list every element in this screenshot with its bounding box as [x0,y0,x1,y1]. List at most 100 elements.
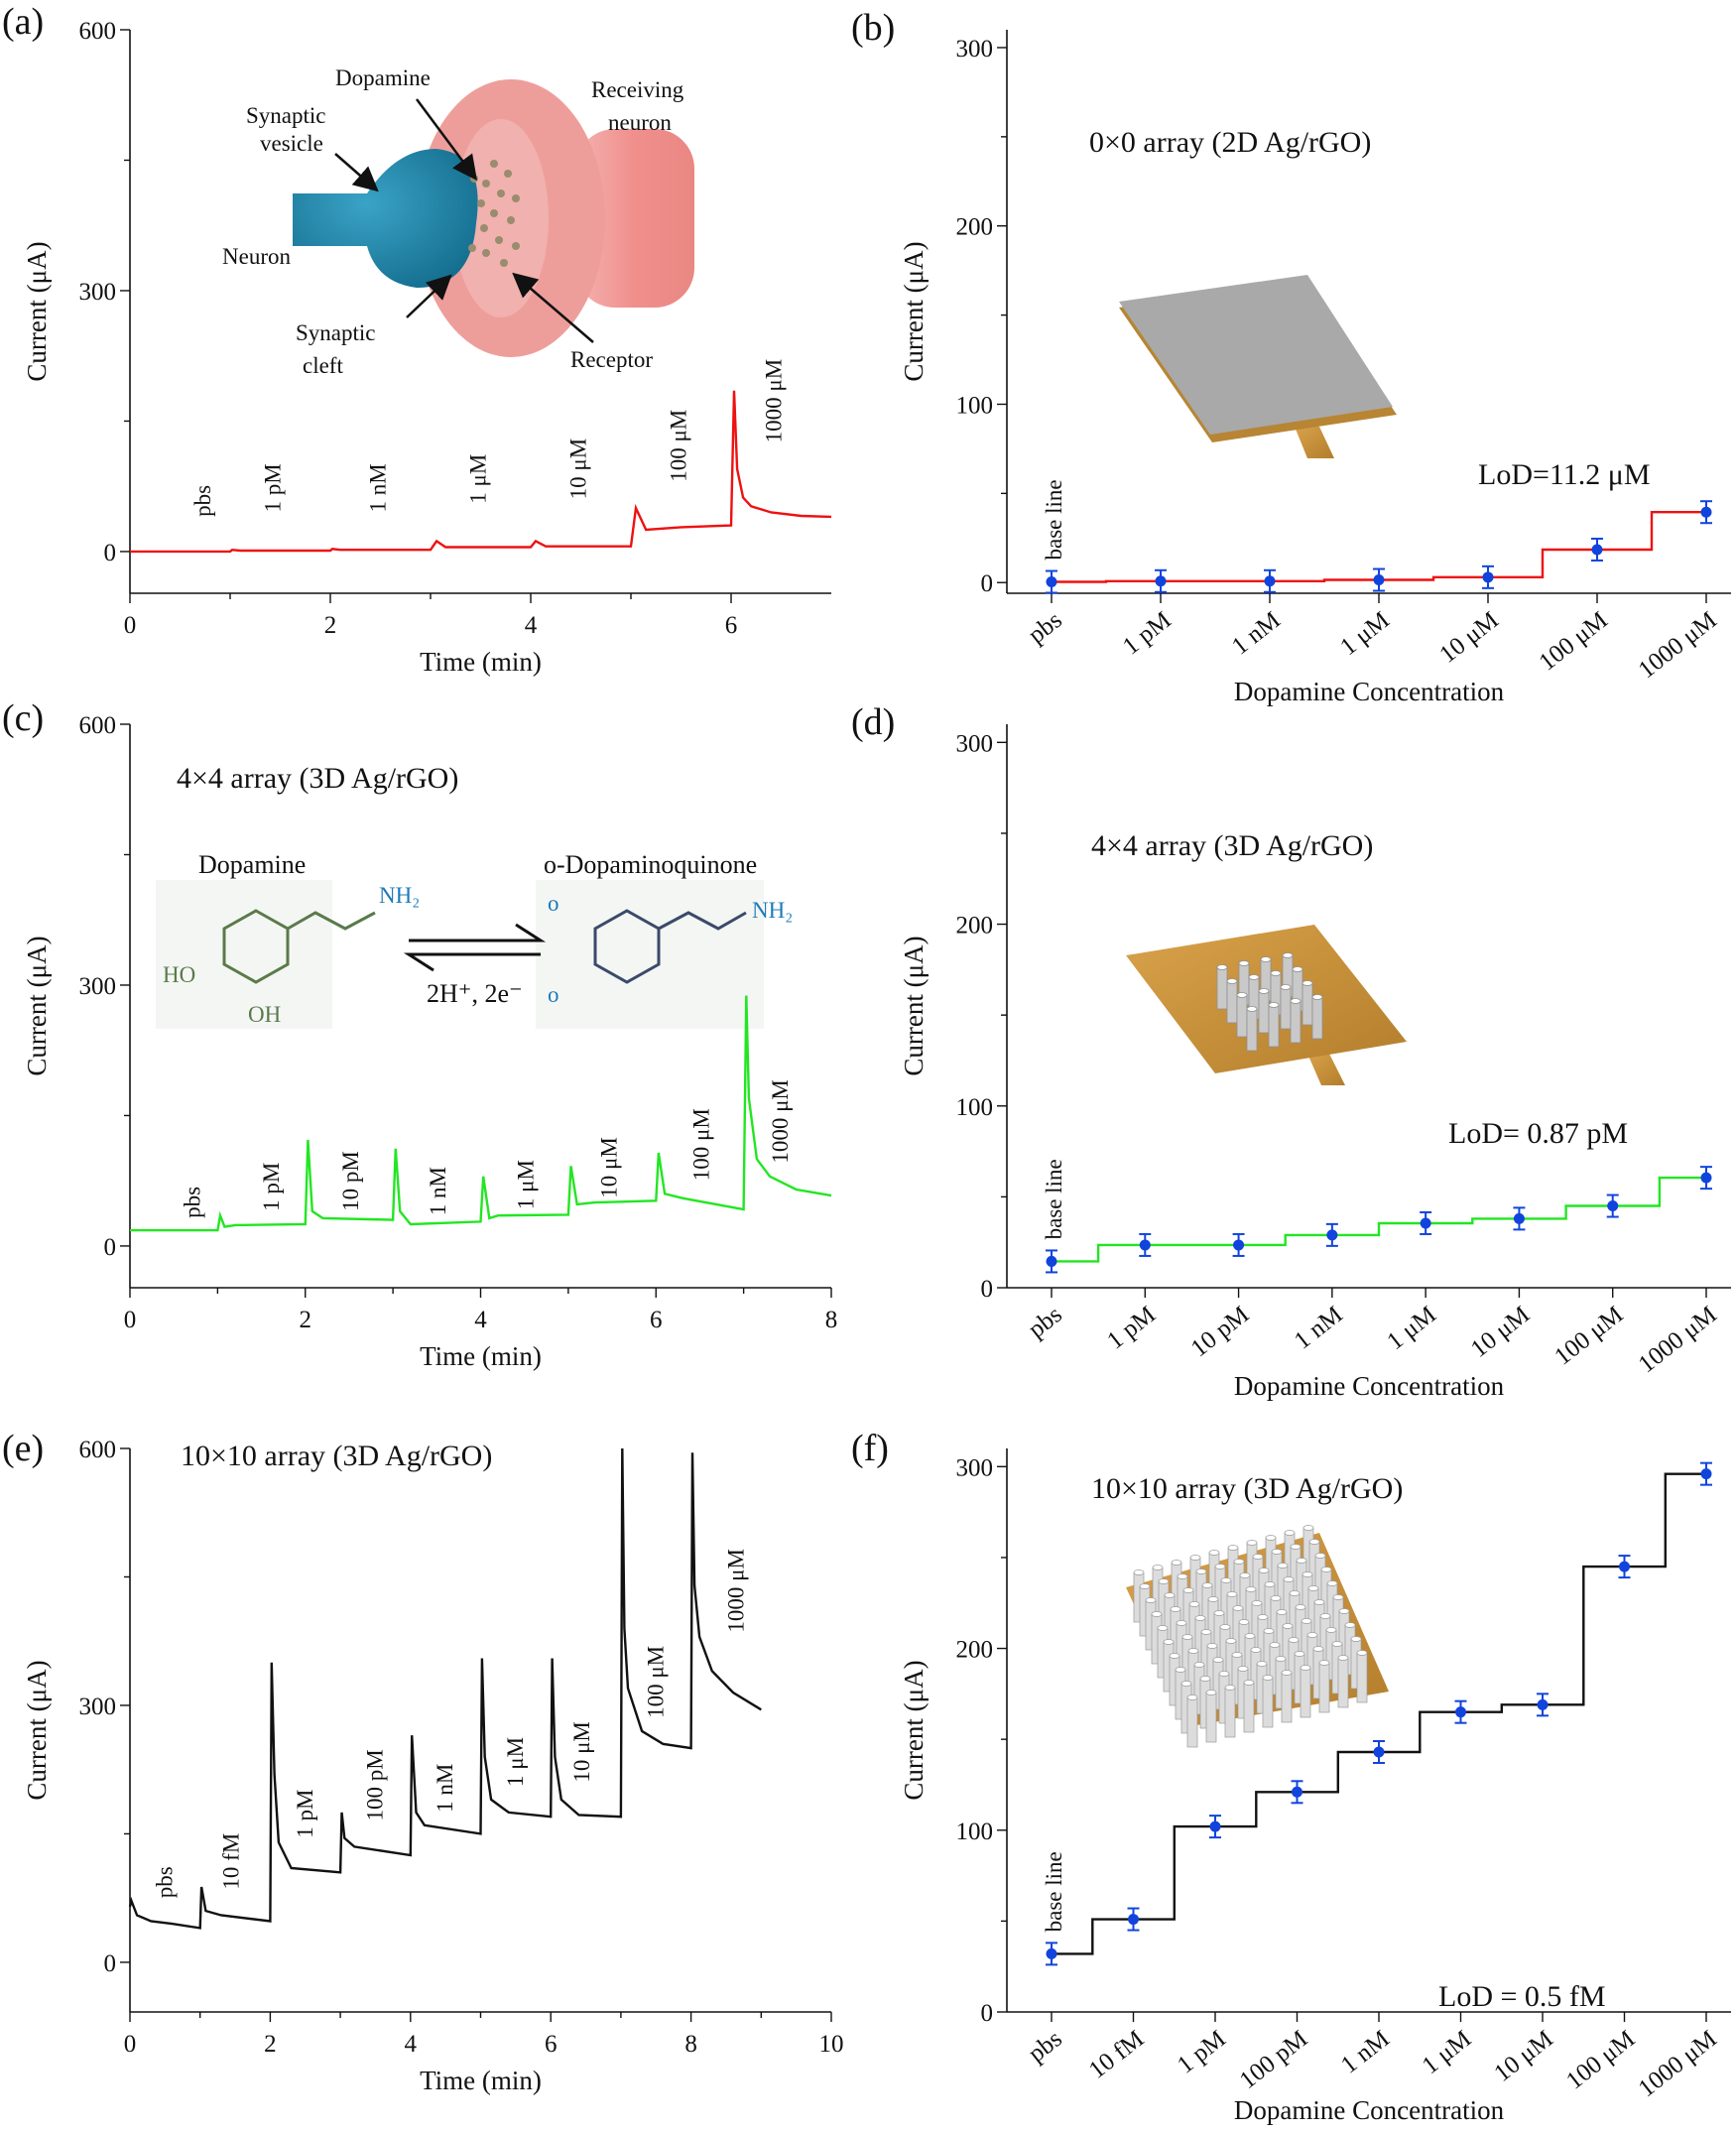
panel-e: (e) 10×10 array (3D Ag/rGO) 0 300 600 Curre… [2,1428,844,2095]
category-label-d: 1 pM [1102,1301,1161,1354]
pillar-top [1200,1629,1212,1635]
pillar [1226,980,1238,1024]
y-tick-label-f: 0 [981,2000,994,2027]
y-axis-title-f: Current (μA) [899,1660,929,1800]
label-receiving-neuron-2: neuron [608,110,672,135]
category-label-b: 1000 μM [1634,606,1722,684]
pillar-top [1169,1653,1180,1659]
pillar-top [1264,1581,1276,1587]
pillar-top [1182,1587,1194,1593]
pillar-top [1289,1590,1301,1596]
quinone-amine-label: NH₂ [752,898,793,923]
x-tick-label-c: 0 [124,1307,137,1333]
chart-title-b: 0×0 array (2D Ag/rGO) [1089,126,1371,159]
pillar-top [1207,1596,1219,1602]
quinone-oxygen-2: o [548,982,559,1007]
y-axis-title-c: Current (μA) [22,936,52,1075]
x-tick-label-e: 10 [819,2031,844,2058]
data-point-f [1455,1706,1466,1718]
data-point-f [1537,1698,1549,1710]
y-axis-title-d: Current (μA) [899,936,929,1075]
pillar-top [1180,1681,1192,1687]
segment-label-e: 10 fM [219,1833,244,1890]
hydroxyl-2: OH [248,1002,281,1027]
pillar-top [1139,1583,1151,1589]
pillar-top [1319,1613,1331,1619]
pillar-top [1320,1567,1332,1572]
segment-label-a: pbs [190,485,215,517]
pillar-top [1227,1545,1239,1551]
pillar-top [1189,1555,1201,1561]
pillar-top [1314,1553,1326,1559]
segment-label-e: pbs [152,1866,177,1898]
step-line-f [1052,1472,1706,1955]
pillar-top [1277,1563,1289,1568]
receiving-neuron-axon [575,129,694,308]
category-label-d: pbs [1024,1301,1067,1343]
pillar [1318,1662,1330,1713]
pillar-top [1307,1585,1319,1591]
panel-label-d: (d) [851,701,895,743]
pillar-top [1213,1610,1225,1616]
category-label-f: 100 pM [1235,2025,1312,2094]
pillar-top [1251,1600,1263,1606]
pillar-top [1250,1647,1262,1653]
step-line-d [1052,1176,1706,1263]
label-receptor: Receptor [570,347,653,372]
pillar-array-10x10 [1133,1525,1368,1748]
series-line-a [130,390,832,554]
pillar-top [1283,1576,1295,1582]
y-tick-label-c: 600 [79,712,117,739]
pillar-top [1199,1676,1211,1682]
category-label-b: pbs [1024,606,1067,649]
pillar-top [1171,1560,1182,1566]
pillar-top [1302,980,1313,986]
data-point-b [1373,574,1385,586]
pillar [1337,1657,1349,1708]
quinone-chain [658,911,747,931]
pillar [1290,1000,1302,1044]
x-tick-label-a: 2 [324,612,337,639]
hydroxyl-1: HO [163,962,195,987]
pillar-top [1296,1558,1307,1564]
pillar [1224,1687,1236,1738]
pillar-top [1224,1685,1236,1691]
pillar-top [1288,1637,1300,1643]
category-label-b: 1 nM [1227,606,1286,660]
data-point-d [1139,1239,1151,1251]
label-neuron: Neuron [222,244,291,269]
pillar-top [1231,1652,1243,1658]
graphene-layer [1119,275,1393,435]
label-synaptic-cleft-2: cleft [303,353,343,378]
pillar-top [1214,1564,1226,1569]
pillar-top [1177,1573,1188,1579]
pillar-top [1292,966,1303,972]
pillar-top [1312,1646,1324,1652]
chart-title-d: 4×4 array (3D Ag/rGO) [1091,829,1373,862]
pillar-top [1271,1549,1283,1555]
series-line-c [130,995,832,1232]
x-tick-label-c: 6 [650,1307,663,1333]
data-point-d [1700,1172,1712,1184]
pillar-top [1301,1618,1312,1624]
category-label-f: 1000 μM [1634,2025,1722,2102]
pillar-top [1308,1539,1320,1545]
pillar-top [1151,1611,1163,1617]
quinone-structure-box [536,880,764,1029]
pillar-top [1256,1661,1268,1667]
category-label-b: 100 μM [1535,606,1613,676]
pillar-top [1276,1609,1288,1615]
category-label-f: 100 μM [1561,2025,1640,2094]
segment-label-a: 1 nM [366,463,391,512]
pillar-top [1338,1608,1350,1614]
label-synaptic-cleft-1: Synaptic [296,320,376,345]
pillar-top [1220,1577,1232,1583]
baseline-label-d: base line [1042,1159,1066,1239]
y-tick-label-c: 0 [104,1234,117,1261]
category-label-d: 1000 μM [1634,1301,1722,1378]
pillar-top [1245,1586,1257,1592]
panel-a: (a) 0 300 600 Current (μA) 0 2 4 6 Time (min) pbs… [2,1,832,677]
x-tick-label-e: 4 [405,2031,418,2058]
reaction-scheme: Dopamine o-Dopaminoquinone NH₂ NH₂ o o H… [156,850,793,1029]
category-label-f: 10 μM [1489,2025,1557,2086]
